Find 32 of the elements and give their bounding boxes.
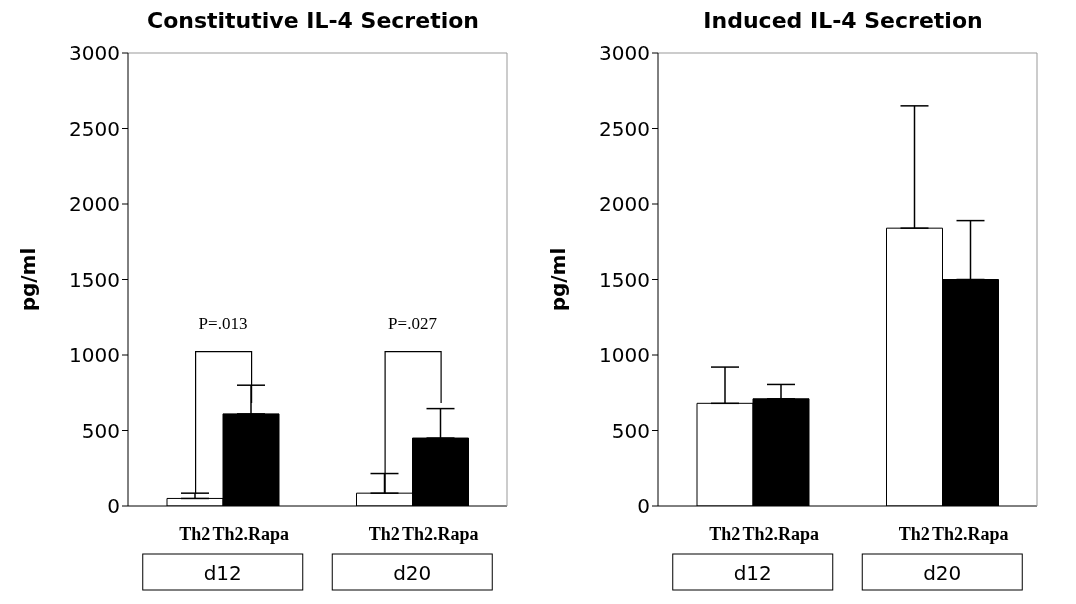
y-tick-label: 2500 <box>599 116 650 141</box>
text: Th2 <box>898 524 930 544</box>
x-tick-label: d20 <box>393 561 432 585</box>
y-tick-label: 1000 <box>599 343 650 368</box>
series-label: Th2 <box>179 524 211 544</box>
y-tick-label: 1000 <box>69 343 120 368</box>
y-tick-label: 2500 <box>69 116 120 141</box>
series-label: Th2.Rapa <box>742 524 820 544</box>
y-tick-label: 0 <box>107 494 120 519</box>
y-tick-label: 500 <box>611 418 650 443</box>
y-tick-label: 500 <box>81 418 120 443</box>
text: Th2 <box>368 524 400 544</box>
chart-title: Constitutive IL-4 Secretion <box>146 8 480 33</box>
y-tick-label: 2000 <box>69 192 120 217</box>
y-tick-label: 1500 <box>69 267 120 292</box>
series-label: Th2.Rapa <box>212 524 290 544</box>
y-tick-label: 2000 <box>599 192 650 217</box>
y-tick-label: 1500 <box>599 267 650 292</box>
x-tick-label: d12 <box>203 561 242 585</box>
x-tick-label: d12 <box>733 561 772 585</box>
series-label: Th2 <box>709 524 741 544</box>
y-tick-label: 3000 <box>69 41 120 66</box>
annotation: P=.013 <box>198 314 248 333</box>
text: Th2.Rapa <box>931 524 1009 544</box>
y-tick-label: 0 <box>637 494 650 519</box>
chart-title: Induced IL-4 Secretion <box>702 8 984 33</box>
y-axis-title: pg/ml <box>16 247 41 312</box>
text: Th2.Rapa <box>401 524 479 544</box>
y-tick-label: 3000 <box>599 41 650 66</box>
x-tick-label: d20 <box>923 561 962 585</box>
y-axis-title: pg/ml <box>546 247 571 312</box>
annotation: P=.027 <box>388 314 438 333</box>
